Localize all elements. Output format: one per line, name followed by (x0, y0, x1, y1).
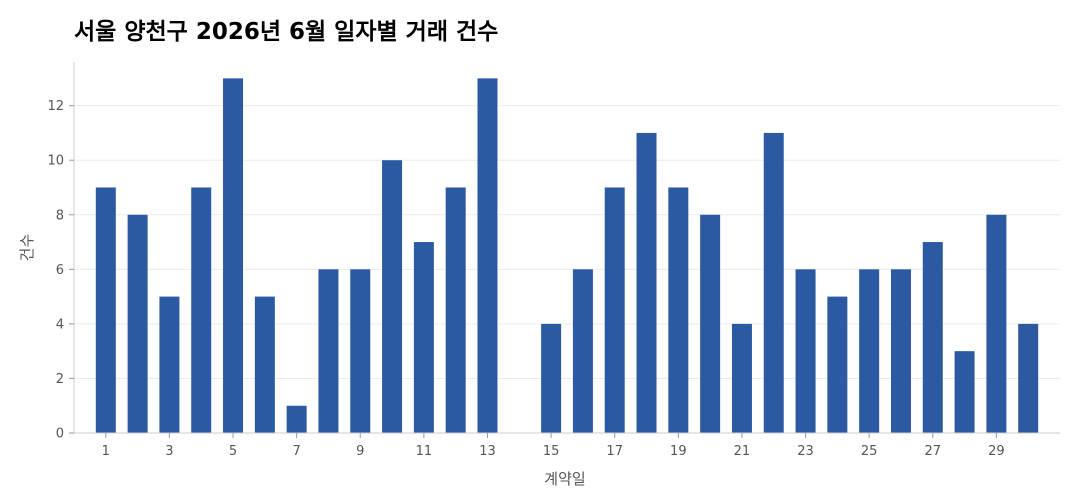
x-ticks: 1 3 5 7 9 11 13 15 17 19 21 23 25 27 29 (102, 433, 1005, 459)
bar (223, 78, 244, 433)
y-tick-label: 4 (56, 317, 64, 332)
x-tick-label: 7 (293, 444, 301, 459)
y-ticks: 0 2 4 6 8 10 12 (47, 99, 74, 442)
x-tick-label: 23 (797, 444, 814, 459)
bar (922, 242, 943, 433)
bar (668, 187, 689, 433)
x-tick-label: 21 (734, 444, 751, 459)
bars (95, 78, 1039, 434)
bar (413, 242, 434, 433)
bar (604, 187, 625, 433)
bar (445, 187, 466, 433)
bar (254, 296, 275, 433)
bar (1018, 323, 1039, 433)
y-tick-label: 0 (56, 427, 64, 442)
x-tick-label: 29 (988, 444, 1005, 459)
bar (541, 323, 562, 433)
bar (795, 269, 816, 433)
y-tick-label: 6 (56, 263, 64, 278)
x-tick-label: 13 (479, 444, 496, 459)
x-tick-label: 3 (165, 444, 173, 459)
x-tick-label: 25 (861, 444, 878, 459)
bar (350, 269, 371, 433)
bar (191, 187, 212, 433)
bar (127, 214, 148, 433)
bar (763, 132, 784, 434)
x-tick-label: 1 (102, 444, 110, 459)
bar (286, 405, 307, 433)
y-axis-label: 건수 (18, 234, 36, 262)
axes (73, 62, 1060, 434)
bar (382, 160, 403, 434)
x-tick-label: 15 (543, 444, 560, 459)
bar (954, 351, 975, 433)
x-tick-label: 9 (356, 444, 364, 459)
x-tick-label: 27 (925, 444, 942, 459)
chart-title: 서울 양천구 2026년 6월 일자별 거래 건수 (74, 19, 499, 45)
x-tick-label: 17 (606, 444, 623, 459)
bar (477, 78, 498, 433)
y-tick-label: 12 (47, 99, 64, 114)
bar (890, 269, 911, 433)
bar (318, 269, 339, 433)
y-tick-label: 10 (47, 154, 64, 169)
bar (986, 214, 1007, 433)
x-tick-label: 5 (229, 444, 237, 459)
bar (95, 187, 116, 433)
x-axis-label: 계약일 (544, 470, 585, 488)
bar (827, 296, 848, 433)
bar (731, 323, 752, 433)
x-tick-label: 11 (416, 444, 433, 459)
y-tick-label: 8 (56, 208, 64, 223)
y-tick-label: 2 (56, 372, 64, 387)
bar (859, 269, 880, 433)
bar (636, 132, 657, 434)
bar (159, 296, 180, 433)
x-tick-label: 19 (670, 444, 687, 459)
bar (572, 269, 593, 433)
gridlines (74, 105, 1060, 379)
bar (700, 214, 721, 433)
